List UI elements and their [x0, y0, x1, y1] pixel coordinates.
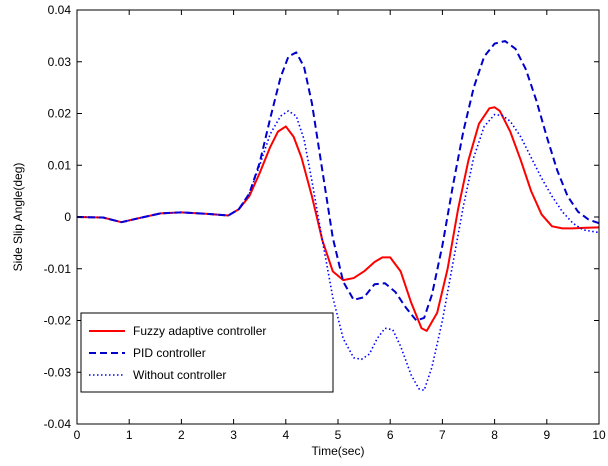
x-tick-label: 8	[491, 428, 498, 442]
legend-label-2: PID controller	[133, 346, 206, 360]
y-tick-label: -0.02	[44, 314, 72, 328]
x-tick-label: 10	[592, 428, 606, 442]
y-tick-label: 0.01	[48, 158, 72, 172]
y-tick-label: -0.01	[44, 262, 72, 276]
y-axis-label: Side Slip Angle(deg)	[11, 163, 25, 272]
x-axis-label: Time(sec)	[312, 444, 365, 458]
y-tick-label: -0.04	[44, 417, 72, 431]
y-tick-label: 0	[64, 210, 71, 224]
x-tick-label: 3	[230, 428, 237, 442]
x-tick-label: 4	[282, 428, 289, 442]
axes-layer: 0 1 2 3 4 5 6 7 8 9 10 -0.04 -0.03 -0.02 -0.01 0 0.01 0.0…	[44, 3, 606, 442]
y-tick-label: 0.02	[48, 107, 72, 121]
x-tick-label: 7	[439, 428, 446, 442]
legend-label-3: Without controller	[133, 368, 226, 382]
x-tick-label: 9	[543, 428, 550, 442]
y-tick-label: 0.04	[48, 3, 72, 17]
y-tick-label: -0.03	[44, 365, 72, 379]
y-tick-label: 0.03	[48, 55, 72, 69]
series-line-3	[77, 110, 599, 392]
legend: Fuzzy adaptive controller PID controller W…	[80, 312, 334, 393]
legend-label-1: Fuzzy adaptive controller	[133, 324, 266, 338]
x-tick-label: 0	[74, 428, 81, 442]
x-tick-label: 5	[335, 428, 342, 442]
x-tick-label: 6	[387, 428, 394, 442]
x-tick-label: 2	[178, 428, 185, 442]
series-layer	[77, 40, 599, 392]
x-tick-label: 1	[126, 428, 133, 442]
